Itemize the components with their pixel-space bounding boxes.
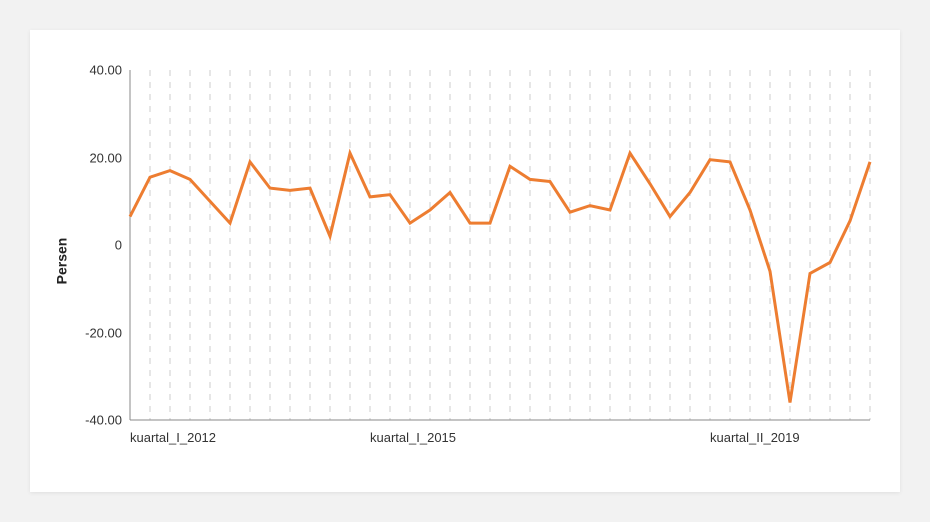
y-tick-label: -20.00 (85, 325, 122, 340)
y-tick-label: 20.00 (89, 150, 122, 165)
y-tick-label: 40.00 (89, 63, 122, 78)
chart-card: Persen -40.00-20.00020.0040.00kuartal_I_… (30, 30, 900, 492)
y-axis-label: Persen (53, 238, 69, 285)
y-tick-label: 0 (115, 238, 122, 253)
data-line (130, 153, 870, 402)
x-tick-label: kuartal_I_2012 (130, 430, 216, 445)
chart-svg (130, 70, 870, 420)
y-tick-label: -40.00 (85, 413, 122, 428)
plot-area: -40.00-20.00020.0040.00kuartal_I_2012kua… (130, 70, 870, 420)
x-tick-label: kuartal_II_2019 (710, 430, 800, 445)
x-tick-label: kuartal_I_2015 (370, 430, 456, 445)
